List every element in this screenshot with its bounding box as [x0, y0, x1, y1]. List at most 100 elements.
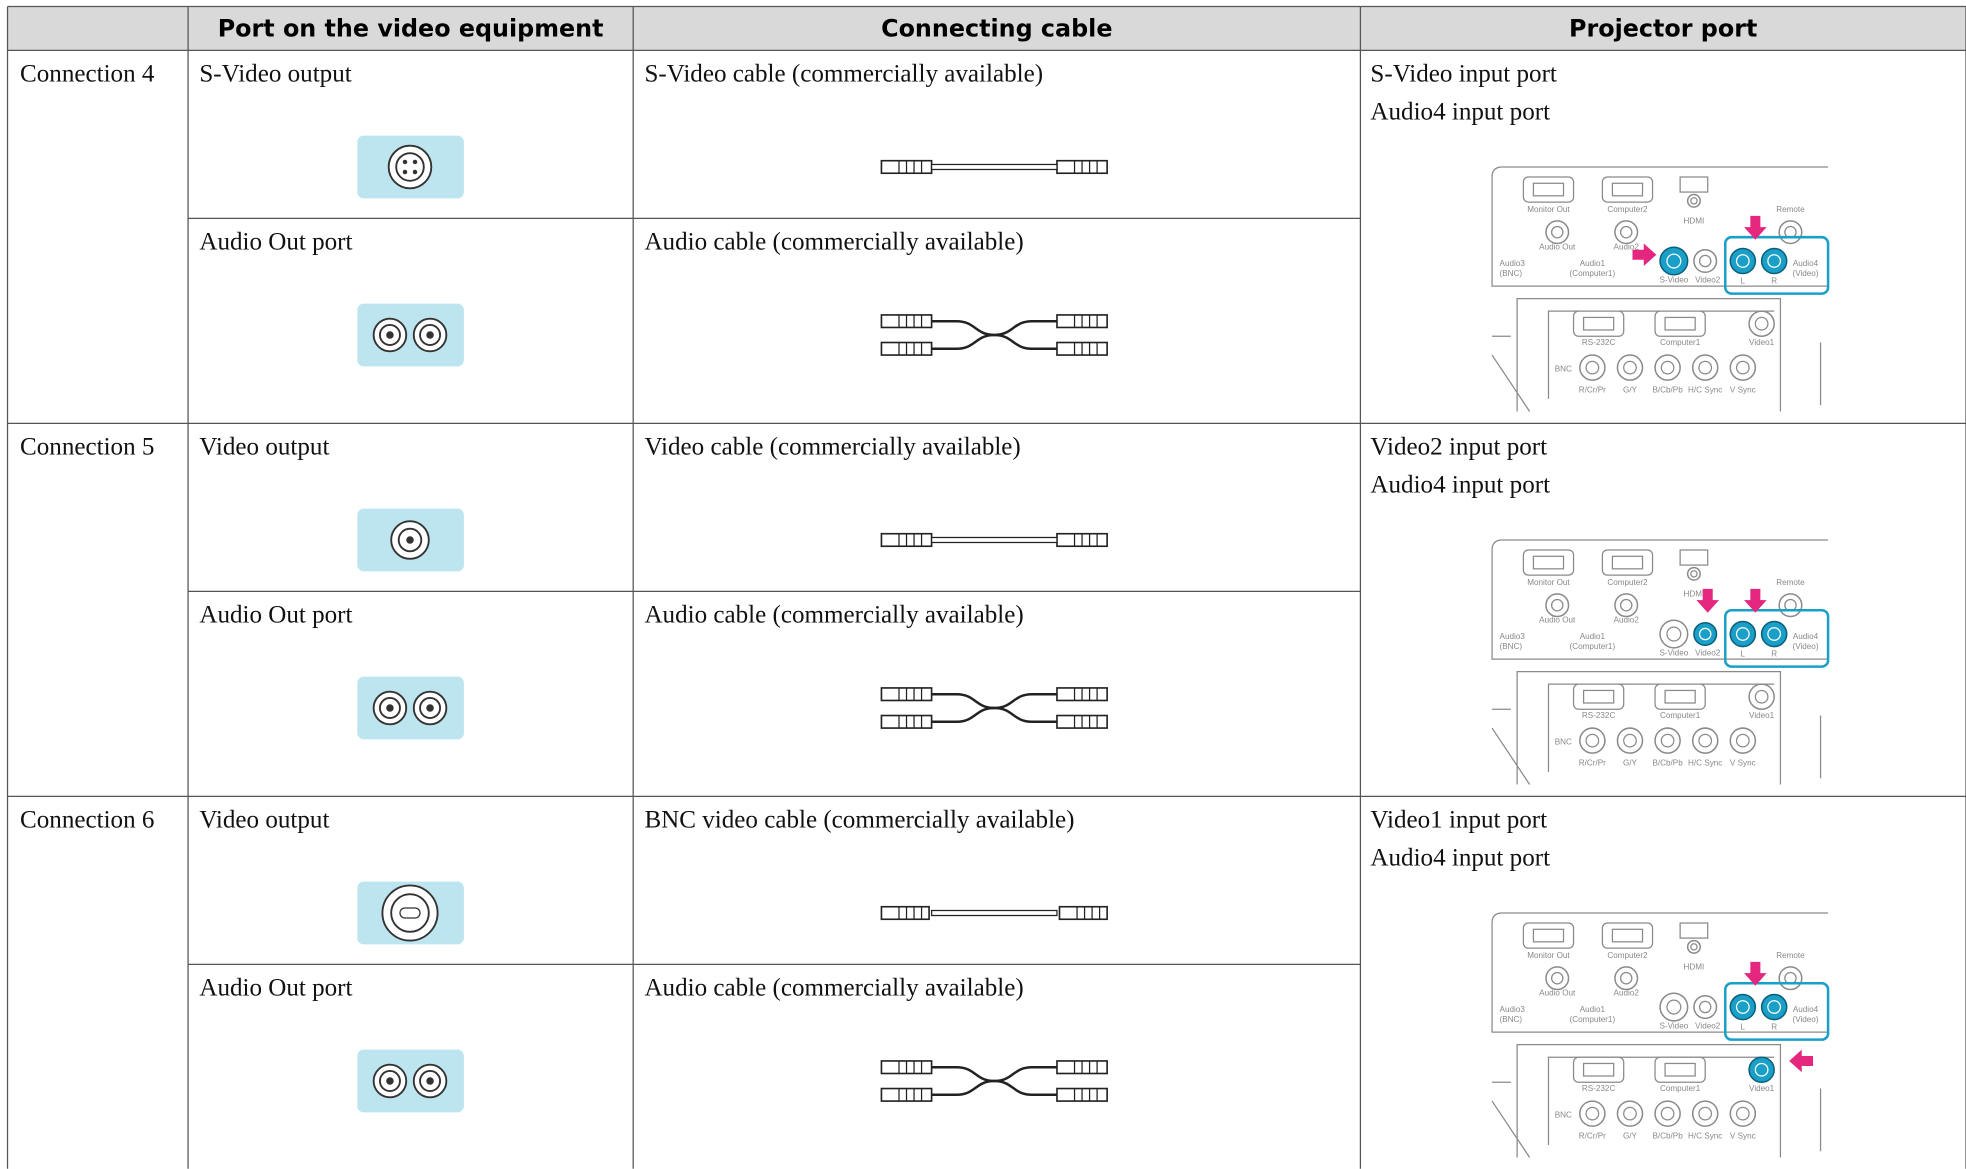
- panel-label: Audio2: [1614, 243, 1640, 252]
- vga-port: [1572, 1056, 1625, 1083]
- jack-in: [1550, 971, 1564, 985]
- panel-label: Video2: [1695, 648, 1721, 657]
- panel-label: R: [1771, 650, 1777, 659]
- jack: [1691, 727, 1719, 754]
- jack: [1693, 621, 1718, 647]
- plug: [1058, 905, 1108, 921]
- panel-label: L: [1741, 650, 1746, 659]
- jack: [1748, 1056, 1775, 1084]
- cable-label: Audio cable (commercially available): [644, 975, 1023, 1002]
- jack: [1729, 1100, 1757, 1127]
- jack-in: [1690, 570, 1698, 578]
- projector-port: Audio4 input port: [1370, 98, 1550, 125]
- panel-label: Monitor Out: [1527, 578, 1570, 587]
- jack-in: [1754, 1062, 1769, 1077]
- vga-in: [1611, 555, 1644, 570]
- jack: [1729, 620, 1757, 648]
- port-label: S-Video output: [199, 61, 351, 88]
- port-ring: [395, 152, 425, 182]
- jack-in: [1623, 1106, 1637, 1121]
- vga-port: [1522, 549, 1575, 576]
- panel-label: Computer2: [1607, 578, 1648, 587]
- panel-label: Monitor Out: [1527, 205, 1570, 214]
- panel-label: (Video): [1792, 1015, 1818, 1024]
- vga-in: [1582, 1062, 1615, 1077]
- cable-wire: [931, 319, 1057, 337]
- panel-label: Remote: [1776, 951, 1805, 960]
- port-pin: [386, 331, 394, 339]
- panel-label: Audio1: [1580, 632, 1606, 641]
- panel-label: Audio2: [1614, 616, 1640, 625]
- jack-in: [1698, 1106, 1713, 1121]
- jack-in: [1767, 627, 1782, 641]
- hdmi-port: [1679, 176, 1709, 193]
- hdmi-port: [1679, 549, 1709, 566]
- jack: [1748, 310, 1775, 337]
- cable-wire: [931, 1079, 1057, 1097]
- panel-label: G/Y: [1623, 1132, 1638, 1141]
- projector-port: Audio4 input port: [1370, 844, 1550, 871]
- jack-in: [1660, 1106, 1675, 1121]
- panel-label: H/C Sync: [1688, 759, 1722, 768]
- cable-label: Audio cable (commercially available): [644, 229, 1023, 256]
- pin: [412, 159, 418, 165]
- jack-in: [1767, 1000, 1782, 1014]
- panel-label: G/Y: [1623, 759, 1638, 768]
- jack: [1654, 727, 1681, 754]
- jack-in: [1735, 627, 1750, 641]
- panel-outline: [1491, 539, 1829, 660]
- vga-in: [1611, 928, 1644, 943]
- panel-label: (Video): [1792, 642, 1818, 651]
- jack-in: [1666, 253, 1682, 269]
- panel-label: (Computer1): [1570, 269, 1616, 278]
- jack-in: [1619, 225, 1633, 239]
- jack-in: [1585, 360, 1600, 375]
- jack: [1614, 593, 1639, 618]
- panel-outline: [1491, 166, 1829, 287]
- panel-label: Remote: [1776, 205, 1805, 214]
- panel-label: L: [1741, 1023, 1746, 1032]
- panel-label: Audio1: [1580, 1005, 1606, 1014]
- highlight-box: [1724, 235, 1830, 295]
- panel-label: Audio4: [1793, 632, 1819, 641]
- jack: [1616, 1100, 1644, 1127]
- vga-port: [1654, 310, 1706, 337]
- panel-label: S-Video: [1659, 648, 1688, 657]
- jack-in: [1698, 627, 1712, 641]
- cable-wire: [930, 163, 1058, 171]
- highlight-box: [1724, 608, 1830, 668]
- panel-label: Video1: [1749, 1084, 1775, 1093]
- panel-label: Computer2: [1607, 951, 1648, 960]
- vga-in: [1664, 689, 1696, 704]
- cable-wire: [930, 909, 1058, 917]
- vga-in: [1611, 182, 1644, 197]
- jack: [1778, 220, 1803, 245]
- cable-wire: [930, 536, 1058, 544]
- jack: [1760, 247, 1788, 275]
- projector-port: S-Video input port: [1370, 61, 1556, 88]
- port-pin: [426, 331, 434, 339]
- jack: [1686, 193, 1701, 208]
- vga-in: [1664, 316, 1696, 331]
- jack-in: [1735, 1000, 1750, 1014]
- jack: [1760, 993, 1788, 1021]
- arrow: [1789, 1049, 1814, 1073]
- jack: [1686, 566, 1701, 581]
- jack-in: [1698, 360, 1713, 375]
- plug: [880, 905, 930, 921]
- panel-label: Computer1: [1660, 1084, 1701, 1093]
- cable-label: Video cable (commercially available): [644, 434, 1020, 461]
- port-ring: [390, 893, 430, 933]
- panel-label: G/Y: [1623, 386, 1638, 395]
- cable-label: S-Video cable (commercially available): [644, 61, 1043, 88]
- arrow: [1632, 243, 1657, 267]
- pin: [402, 169, 408, 175]
- panel-label: V Sync: [1730, 1132, 1756, 1141]
- panel-label: L: [1741, 277, 1746, 286]
- panel-label: R: [1771, 1023, 1777, 1032]
- panel-label: HDMI: [1684, 589, 1705, 598]
- vga-in: [1532, 555, 1565, 570]
- port-pin: [426, 1077, 434, 1085]
- panel-label: BNC: [1555, 1110, 1572, 1119]
- bnc-slot: [399, 907, 421, 919]
